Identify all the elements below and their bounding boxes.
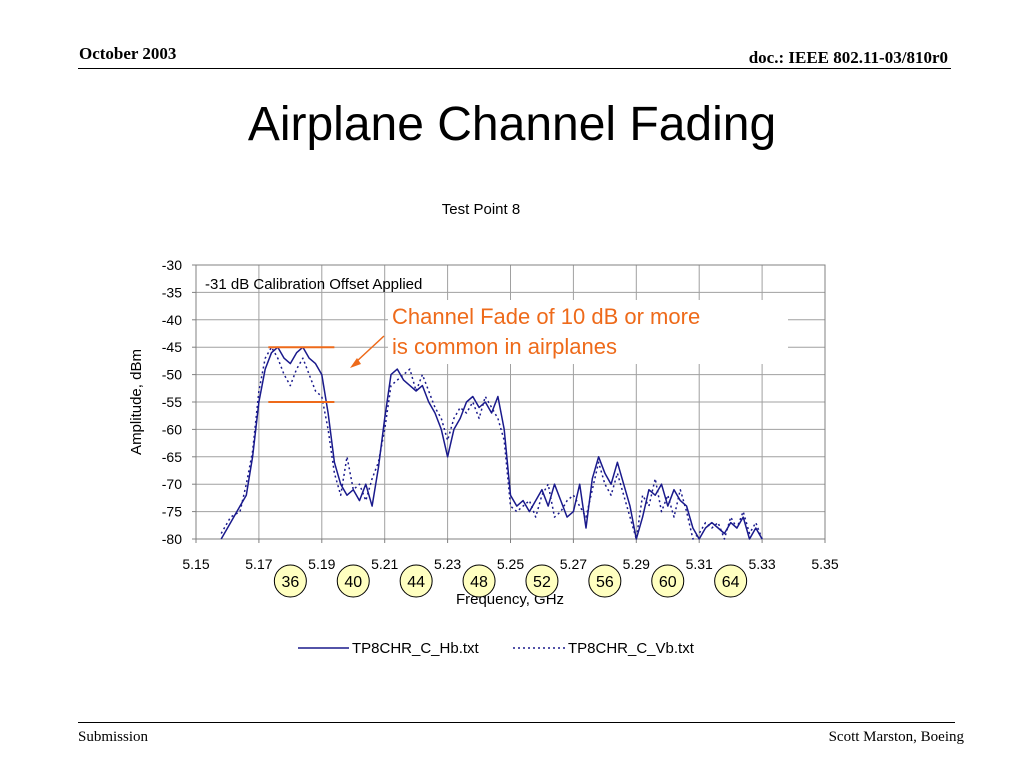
x-tick-label: 5.23 xyxy=(434,556,461,572)
x-tick-labels: 5.15 5.17 5.19 5.21 5.23 5.25 5.27 5.29 5.31 5.33… xyxy=(182,556,838,572)
channel-badge: 40 xyxy=(336,564,370,598)
y-tick-label: -50 xyxy=(162,367,182,383)
y-tick-label: -65 xyxy=(162,449,182,465)
header-divider xyxy=(78,68,951,69)
header-date: October 2003 xyxy=(79,44,177,63)
x-tick-label: 5.35 xyxy=(811,556,838,572)
y-tick-label: -45 xyxy=(162,339,182,355)
channel-badge-label: 60 xyxy=(659,574,677,591)
y-tick-label: -80 xyxy=(162,531,182,547)
channel-badge-circle xyxy=(588,564,622,598)
footer-divider xyxy=(78,722,955,723)
x-tick-label: 5.29 xyxy=(623,556,650,572)
channel-badge-label: 40 xyxy=(344,574,362,591)
header-doc-number: doc.: IEEE 802.11-03/810r0 xyxy=(748,48,948,67)
legend-label-hb: TP8CHR_C_Hb.txt xyxy=(352,640,480,657)
callout-text-line2: is common in airplanes xyxy=(392,334,617,359)
x-tick-label: 5.31 xyxy=(686,556,713,572)
x-tick-label: 5.17 xyxy=(245,556,272,572)
y-tick-label: -55 xyxy=(162,394,182,410)
x-tick-label: 5.27 xyxy=(560,556,587,572)
channel-badge-circle xyxy=(399,564,433,598)
x-tick-label: 5.21 xyxy=(371,556,398,572)
channel-badge-label: 48 xyxy=(470,574,488,591)
legend-label-vb: TP8CHR_C_Vb.txt xyxy=(568,640,695,657)
channel-badge: 56 xyxy=(588,564,622,598)
channel-badge: 64 xyxy=(714,564,748,598)
channel-badge-label: 56 xyxy=(596,574,614,591)
channel-badge: 44 xyxy=(399,564,433,598)
chart-title: Test Point 8 xyxy=(442,201,520,218)
slide-title: Airplane Channel Fading xyxy=(247,98,777,151)
footer-submission: Submission xyxy=(78,729,149,745)
x-tick-label: 5.15 xyxy=(182,556,209,572)
series-line-vb xyxy=(220,346,763,540)
y-tick-label: -70 xyxy=(162,476,182,492)
channel-badge-label: 52 xyxy=(533,574,551,591)
channel-badge: 60 xyxy=(651,564,685,598)
footer-author: Scott Marston, Boeing xyxy=(828,729,964,745)
channel-badge: 36 xyxy=(273,564,307,598)
y-tick-label: -60 xyxy=(162,421,182,437)
y-axis-label: Amplitude, dBm xyxy=(128,349,145,455)
legend: TP8CHR_C_Hb.txt TP8CHR_C_Vb.txt xyxy=(298,640,695,657)
plot-area-border xyxy=(195,264,826,540)
channel-badge-circle xyxy=(273,564,307,598)
y-tick-label: -40 xyxy=(162,312,182,328)
channel-badge-circle xyxy=(336,564,370,598)
x-tick-label: 5.33 xyxy=(748,556,775,572)
channel-badge-circle xyxy=(462,564,496,598)
series-line-hb xyxy=(220,346,763,540)
y-tick-label: -75 xyxy=(162,504,182,520)
callout-arrow xyxy=(350,335,385,368)
channel-badge-circle xyxy=(525,564,559,598)
x-tick-label: 5.19 xyxy=(308,556,335,572)
channel-badge: 48 xyxy=(462,564,496,598)
channel-badge-circle xyxy=(651,564,685,598)
y-tick-labels: -30 -35 -40 -45 -50 -55 -60 -65 -70 -75 -80 xyxy=(162,257,182,547)
x-tick-label: 5.25 xyxy=(497,556,524,572)
channel-badge-circle xyxy=(714,564,748,598)
channel-badge: 52 xyxy=(525,564,559,598)
callout-box xyxy=(388,300,788,364)
channel-badge-label: 64 xyxy=(722,574,740,591)
series-group xyxy=(220,346,763,540)
channel-badge-label: 44 xyxy=(407,574,425,591)
fade-markers xyxy=(268,346,335,403)
y-tick-label: -30 xyxy=(162,257,182,273)
y-tick-label: -35 xyxy=(162,284,182,300)
callout-text-line1: Channel Fade of 10 dB or more xyxy=(392,304,700,329)
channel-badges: 36 40 44 48 52 56 60 64 xyxy=(273,564,748,598)
chart-subtitle: -31 dB Calibration Offset Applied xyxy=(205,276,422,293)
channel-badge-label: 36 xyxy=(281,574,299,591)
